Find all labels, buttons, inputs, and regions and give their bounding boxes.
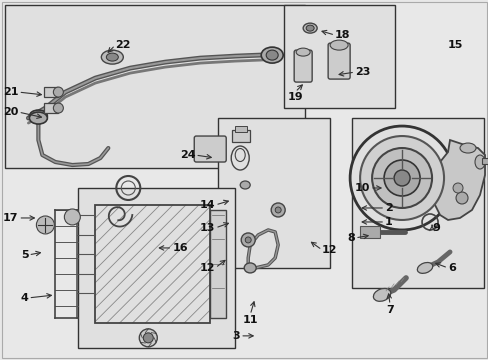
Ellipse shape bbox=[261, 47, 283, 63]
Bar bbox=[218, 118, 329, 268]
Circle shape bbox=[53, 103, 63, 113]
Circle shape bbox=[349, 126, 453, 230]
Ellipse shape bbox=[29, 112, 47, 124]
Circle shape bbox=[383, 160, 419, 196]
Bar bbox=[78, 188, 235, 348]
Bar bbox=[284, 5, 394, 108]
Text: 16: 16 bbox=[172, 243, 187, 253]
Ellipse shape bbox=[459, 143, 475, 153]
Text: 3: 3 bbox=[232, 331, 240, 341]
Circle shape bbox=[455, 192, 467, 204]
Text: 24: 24 bbox=[179, 150, 195, 160]
Circle shape bbox=[244, 237, 251, 243]
FancyBboxPatch shape bbox=[194, 136, 226, 162]
FancyBboxPatch shape bbox=[327, 43, 349, 79]
FancyBboxPatch shape bbox=[294, 50, 311, 82]
Bar bbox=[351, 118, 483, 288]
Ellipse shape bbox=[329, 40, 347, 50]
Text: 20: 20 bbox=[3, 107, 19, 117]
Text: 12: 12 bbox=[199, 263, 215, 273]
Bar bbox=[44, 103, 58, 113]
Circle shape bbox=[452, 183, 462, 193]
Bar bbox=[359, 226, 379, 238]
Text: 15: 15 bbox=[447, 40, 463, 50]
Text: 18: 18 bbox=[334, 30, 350, 40]
Text: 2: 2 bbox=[385, 203, 392, 213]
Text: 7: 7 bbox=[386, 305, 393, 315]
Circle shape bbox=[271, 203, 285, 217]
Text: 5: 5 bbox=[20, 250, 28, 260]
Text: 23: 23 bbox=[354, 67, 370, 77]
Ellipse shape bbox=[303, 23, 317, 33]
Ellipse shape bbox=[244, 263, 256, 273]
Ellipse shape bbox=[29, 110, 47, 122]
Text: 21: 21 bbox=[3, 87, 19, 97]
Ellipse shape bbox=[373, 288, 390, 301]
Text: 6: 6 bbox=[447, 263, 455, 273]
Text: 14: 14 bbox=[199, 200, 215, 210]
Circle shape bbox=[371, 148, 431, 208]
Bar bbox=[232, 130, 250, 142]
Text: 9: 9 bbox=[431, 223, 439, 233]
Circle shape bbox=[393, 170, 409, 186]
Ellipse shape bbox=[296, 48, 309, 56]
Bar bbox=[210, 210, 226, 318]
Circle shape bbox=[241, 233, 255, 247]
Text: 19: 19 bbox=[287, 92, 303, 102]
Bar bbox=[44, 87, 58, 97]
Text: 17: 17 bbox=[3, 213, 19, 223]
Text: 10: 10 bbox=[354, 183, 369, 193]
Circle shape bbox=[275, 207, 281, 213]
Ellipse shape bbox=[106, 53, 118, 61]
Ellipse shape bbox=[240, 181, 250, 189]
Circle shape bbox=[36, 216, 54, 234]
Text: 4: 4 bbox=[20, 293, 28, 303]
Ellipse shape bbox=[305, 25, 313, 31]
Circle shape bbox=[359, 136, 443, 220]
Text: 8: 8 bbox=[346, 233, 354, 243]
Ellipse shape bbox=[101, 50, 123, 64]
Circle shape bbox=[64, 209, 80, 225]
Circle shape bbox=[143, 333, 153, 343]
Text: 11: 11 bbox=[242, 315, 258, 325]
Text: 13: 13 bbox=[200, 223, 215, 233]
Text: 1: 1 bbox=[385, 217, 392, 227]
Bar bbox=[5, 5, 305, 168]
Circle shape bbox=[53, 87, 63, 97]
Ellipse shape bbox=[474, 155, 484, 169]
Circle shape bbox=[139, 329, 157, 347]
Text: 12: 12 bbox=[322, 245, 337, 255]
Text: 22: 22 bbox=[115, 40, 131, 50]
Bar bbox=[95, 205, 210, 323]
Bar bbox=[235, 126, 247, 132]
Ellipse shape bbox=[265, 50, 278, 60]
Ellipse shape bbox=[416, 262, 432, 273]
Polygon shape bbox=[432, 140, 484, 220]
Bar bbox=[481, 158, 488, 164]
